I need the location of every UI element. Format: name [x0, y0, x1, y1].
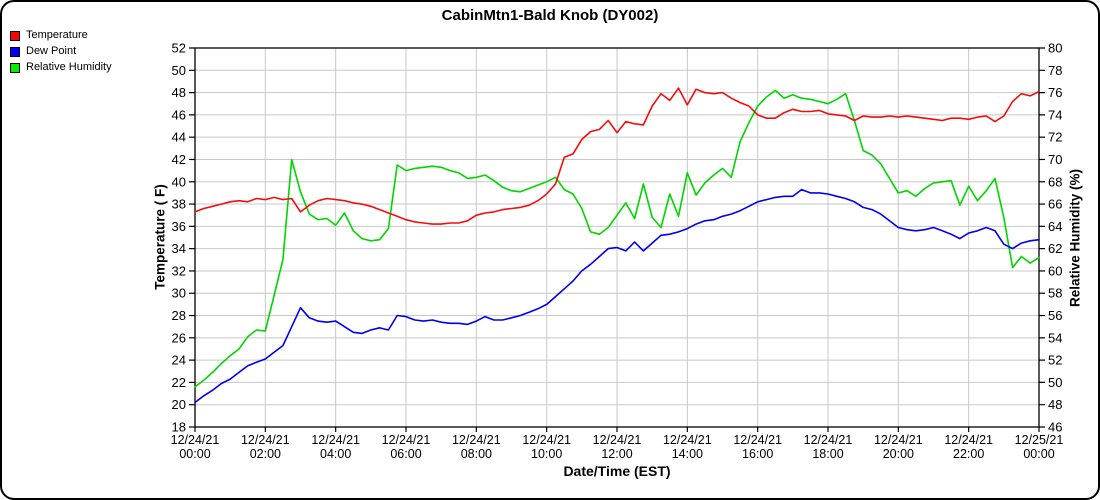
- legend-label: Relative Humidity: [26, 61, 112, 73]
- svg-text:76: 76: [1048, 85, 1062, 100]
- x-axis-ticks: 12/24/2100:0012/24/2102:0012/24/2104:001…: [171, 427, 1064, 461]
- relative-humidity-swatch-icon: [10, 62, 20, 73]
- svg-text:12/25/21: 12/25/21: [1015, 433, 1064, 447]
- svg-text:26: 26: [172, 330, 186, 345]
- svg-text:42: 42: [172, 152, 186, 167]
- svg-text:10:00: 10:00: [531, 447, 562, 461]
- svg-text:12/24/21: 12/24/21: [944, 433, 993, 447]
- relative-humidity-line: [194, 89, 1040, 388]
- svg-text:14:00: 14:00: [672, 447, 703, 461]
- svg-text:34: 34: [172, 241, 186, 256]
- svg-text:52: 52: [1048, 353, 1062, 368]
- legend-item-dew-point: Dew Point: [10, 45, 112, 58]
- svg-text:22: 22: [172, 375, 186, 390]
- svg-text:28: 28: [172, 308, 186, 323]
- svg-text:12/24/21: 12/24/21: [593, 433, 642, 447]
- svg-text:44: 44: [172, 130, 186, 145]
- svg-text:72: 72: [1048, 130, 1062, 145]
- svg-text:50: 50: [1048, 375, 1062, 390]
- svg-text:22:00: 22:00: [953, 447, 984, 461]
- dew-point-line: [194, 188, 1040, 404]
- svg-text:16:00: 16:00: [742, 447, 773, 461]
- svg-text:48: 48: [1048, 397, 1062, 412]
- svg-text:32: 32: [172, 263, 186, 278]
- legend-item-relative-humidity: Relative Humidity: [10, 61, 112, 74]
- svg-text:36: 36: [172, 219, 186, 234]
- svg-text:04:00: 04:00: [320, 447, 351, 461]
- svg-text:12/24/21: 12/24/21: [452, 433, 501, 447]
- svg-text:18:00: 18:00: [812, 447, 843, 461]
- svg-text:74: 74: [1048, 107, 1062, 122]
- svg-text:18: 18: [172, 420, 186, 435]
- svg-text:70: 70: [1048, 152, 1062, 167]
- svg-text:24: 24: [172, 353, 186, 368]
- svg-text:38: 38: [172, 197, 186, 212]
- temperature-line: [194, 87, 1040, 225]
- svg-text:12/24/21: 12/24/21: [171, 433, 220, 447]
- legend-label: Dew Point: [26, 45, 77, 57]
- svg-text:12/24/21: 12/24/21: [733, 433, 782, 447]
- svg-text:30: 30: [172, 286, 186, 301]
- svg-text:46: 46: [172, 107, 186, 122]
- svg-text:06:00: 06:00: [390, 447, 421, 461]
- svg-text:12/24/21: 12/24/21: [382, 433, 431, 447]
- svg-text:46: 46: [1048, 420, 1062, 435]
- right-axis-ticks: 46 48 50 52 54 56 58 60 62 64 66 68 70 72 74 76 78 80: [1039, 41, 1062, 435]
- svg-text:66: 66: [1048, 197, 1062, 212]
- dew-point-swatch-icon: [10, 46, 20, 57]
- svg-text:12/24/21: 12/24/21: [874, 433, 923, 447]
- x-axis-title: Date/Time (EST): [563, 463, 671, 479]
- svg-text:52: 52: [172, 41, 186, 56]
- temperature-swatch-icon: [10, 30, 20, 41]
- svg-text:12/24/21: 12/24/21: [241, 433, 290, 447]
- svg-text:12:00: 12:00: [601, 447, 632, 461]
- svg-text:12/24/21: 12/24/21: [522, 433, 571, 447]
- svg-text:20:00: 20:00: [883, 447, 914, 461]
- svg-text:64: 64: [1048, 219, 1062, 234]
- legend-label: Temperature: [26, 29, 88, 41]
- svg-text:78: 78: [1048, 63, 1062, 78]
- svg-text:62: 62: [1048, 241, 1062, 256]
- legend: Temperature Dew Point Relative Humidity: [10, 29, 112, 77]
- svg-text:12/24/21: 12/24/21: [311, 433, 360, 447]
- svg-text:02:00: 02:00: [250, 447, 281, 461]
- chart-title: CabinMtn1-Bald Knob (DY002): [441, 7, 659, 24]
- svg-text:12/24/21: 12/24/21: [804, 433, 853, 447]
- svg-text:54: 54: [1048, 330, 1062, 345]
- svg-text:00:00: 00:00: [179, 447, 210, 461]
- svg-text:12/24/21: 12/24/21: [663, 433, 712, 447]
- svg-text:20: 20: [172, 397, 186, 412]
- svg-text:00:00: 00:00: [1023, 447, 1054, 461]
- svg-text:48: 48: [172, 85, 186, 100]
- gridlines: [195, 48, 1039, 427]
- svg-text:80: 80: [1048, 41, 1062, 56]
- svg-text:50: 50: [172, 63, 186, 78]
- svg-text:68: 68: [1048, 174, 1062, 189]
- svg-text:40: 40: [172, 174, 186, 189]
- svg-text:58: 58: [1048, 286, 1062, 301]
- left-axis-ticks: 18 20 22 24 26 28 30 32 34 36 38 40 42 44 46 48 50 52: [172, 41, 195, 435]
- svg-text:08:00: 08:00: [461, 447, 492, 461]
- legend-item-temperature: Temperature: [10, 29, 112, 42]
- svg-text:56: 56: [1048, 308, 1062, 323]
- svg-text:60: 60: [1048, 263, 1062, 278]
